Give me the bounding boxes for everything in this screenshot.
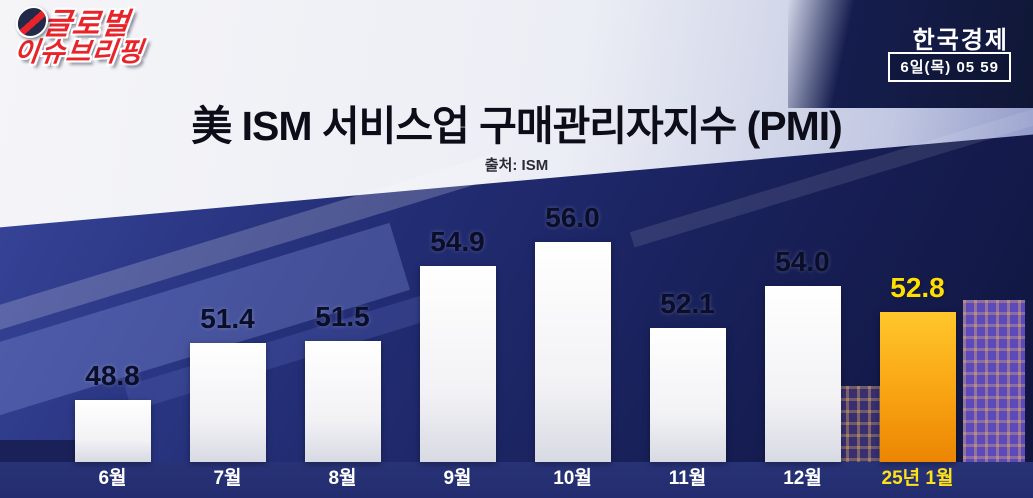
bar-value-label: 52.8 xyxy=(890,272,945,303)
x-axis-label: 7월 xyxy=(213,468,242,489)
datetime-badge: 6일(목) 05 59 xyxy=(888,52,1011,82)
bar-group: 54.0 xyxy=(745,246,860,462)
bar-group: 52.8 xyxy=(860,272,975,462)
x-axis: 6월 7월 8월 9월 10월 11월 12월 25년 1월 xyxy=(55,462,975,498)
bar xyxy=(189,343,266,462)
bar xyxy=(649,328,726,462)
x-axis-label: 11월 xyxy=(668,468,707,489)
bar-group: 51.5 xyxy=(285,301,400,462)
x-axis-label: 6월 xyxy=(98,468,127,489)
bar-chart: 48.8 51.4 51.5 54.9 56.0 52.1 54.0 52.8 xyxy=(55,162,975,462)
bar-group: 54.9 xyxy=(400,226,515,462)
logo-line2: 이슈브리핑 xyxy=(12,36,146,67)
bar-value-label: 54.9 xyxy=(430,226,485,257)
bar-group: 52.1 xyxy=(630,288,745,462)
x-axis-label: 8월 xyxy=(328,468,357,489)
x-axis-strip xyxy=(0,462,1033,498)
chart-title: 美 ISM 서비스업 구매관리자지수 (PMI) xyxy=(191,103,843,149)
bar-value-label: 54.0 xyxy=(775,246,830,277)
program-logo: 글로벌 이슈브리핑 xyxy=(12,6,149,67)
bar xyxy=(764,286,841,462)
channel-name: 한국경제 xyxy=(912,27,1009,54)
bar-value-label: 48.8 xyxy=(85,360,140,391)
bar-value-label: 51.4 xyxy=(200,303,255,334)
bar-value-label: 51.5 xyxy=(315,301,370,332)
bar xyxy=(74,400,151,462)
x-axis-label: 9월 xyxy=(443,468,472,489)
bar-group: 51.4 xyxy=(170,303,285,462)
bar xyxy=(879,312,956,462)
bar xyxy=(534,242,611,462)
bar xyxy=(419,266,496,462)
bar xyxy=(304,341,381,462)
source-label: 출처: ISM xyxy=(484,157,549,174)
logo-line1: 글로벌 xyxy=(41,8,132,41)
bar-value-label: 56.0 xyxy=(545,202,600,233)
x-axis-label: 10월 xyxy=(553,468,592,489)
bar-value-label: 52.1 xyxy=(660,288,715,319)
bar-group: 56.0 xyxy=(515,202,630,462)
x-axis-label: 12월 xyxy=(783,468,822,489)
background-dark-corner xyxy=(788,0,1033,108)
x-axis-label: 25년 1월 xyxy=(881,468,954,489)
bar-group: 48.8 xyxy=(55,360,170,462)
